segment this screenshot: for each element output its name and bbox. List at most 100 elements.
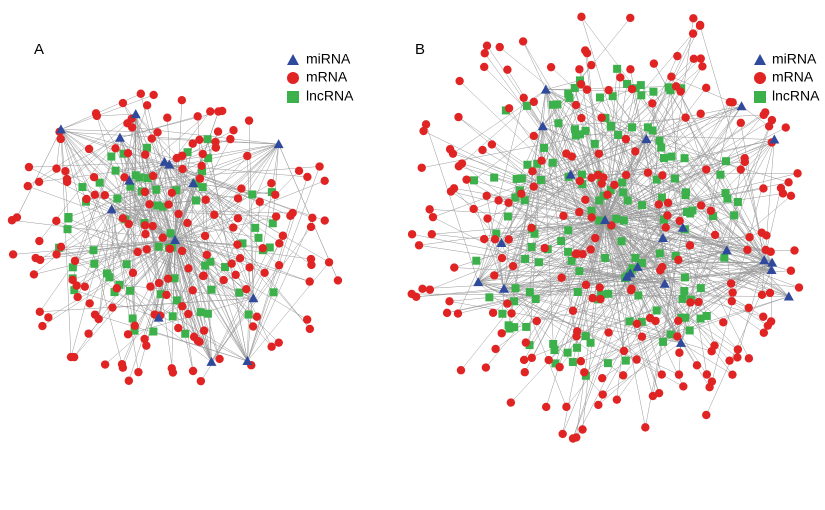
mrna-node [127,123,137,132]
edge [129,180,239,199]
mrna-node [649,59,659,68]
edge [501,242,662,375]
edge [626,276,739,350]
edge [174,239,200,342]
mrna-node [546,62,556,72]
edge [429,209,606,221]
mrna-node [177,151,187,160]
lncrna-node [625,317,634,326]
lncrna-node [603,359,612,368]
edge [111,209,277,217]
mrna-node [480,49,489,58]
edge [521,126,543,194]
mrna-node [648,391,658,401]
mrna-node [145,200,154,209]
edge [533,135,664,239]
lncrna-node [606,186,615,195]
lncrna-node [614,130,623,139]
edge [653,91,773,263]
mrna-node [558,429,567,439]
mrna-node [229,126,238,135]
lncrna-node [619,216,628,225]
mrna-node [557,273,566,282]
lncrna-node [637,317,646,326]
mrna-node [532,316,541,326]
lncrna-node [678,294,687,303]
mrna-node [576,357,586,366]
edge [646,117,686,140]
mirna-node [759,255,770,265]
edge [122,102,165,163]
edge [453,188,683,229]
mrna-node [594,149,604,158]
mrna-node [177,246,187,256]
edge [711,139,775,382]
edge [42,239,176,327]
mrna-node [267,342,276,351]
mirna-node [565,169,576,179]
edge [98,209,112,320]
lncrna-node [203,135,212,144]
edge [111,209,139,373]
edge [505,110,571,175]
mrna-node [112,284,122,293]
edge [174,239,226,268]
mrna-node [675,348,684,357]
edge [112,144,279,308]
mrna-node [597,113,606,122]
mrna-node [462,175,471,184]
edge [482,149,606,221]
mrna-node [456,366,466,375]
mrna-node [130,321,139,330]
mrna-node [518,37,528,46]
mrna-node [540,243,549,253]
mrna-node [673,51,682,61]
lncrna-node [652,306,661,315]
mrna-node [425,285,435,294]
mrna-node [244,116,254,125]
edge [140,93,176,241]
lncrna-node [702,311,711,320]
mirna-node [170,235,180,244]
lncrna-node [520,196,529,205]
edge [66,137,121,183]
mrna-node [227,259,236,268]
lncrna-node [248,190,257,199]
edge [585,219,606,285]
lncrna-node [723,194,732,203]
lncrna-node [172,296,181,305]
edge [604,58,695,221]
mrna-node [596,294,605,304]
edge [501,242,532,248]
mrna-node [497,253,507,263]
mrna-node [252,312,262,321]
edge [626,174,789,297]
lncrna-node [113,194,122,203]
lncrna-node [618,178,627,187]
mrna-node [168,368,178,377]
mrna-node [504,104,514,113]
edge [146,105,212,362]
edge [550,66,772,271]
lncrna-node [682,207,691,216]
edge [204,235,248,362]
lncrna-node [523,160,532,169]
lncrna-node [664,83,673,92]
edge [27,113,136,187]
lncrna-node [720,253,729,262]
mrna-node [481,363,491,372]
mrna-node [674,370,684,379]
lncrna-node [551,359,560,368]
lncrna-node [587,206,596,215]
mrna-node [663,198,673,208]
edge [477,97,524,283]
edge [577,219,606,293]
mirna-node [498,283,509,293]
edge [164,161,274,293]
mrna-node [7,216,17,225]
edge [523,97,606,221]
mrna-node [213,127,223,136]
edge [576,269,772,337]
lncrna-node [597,290,606,299]
mrna-node [626,286,636,295]
